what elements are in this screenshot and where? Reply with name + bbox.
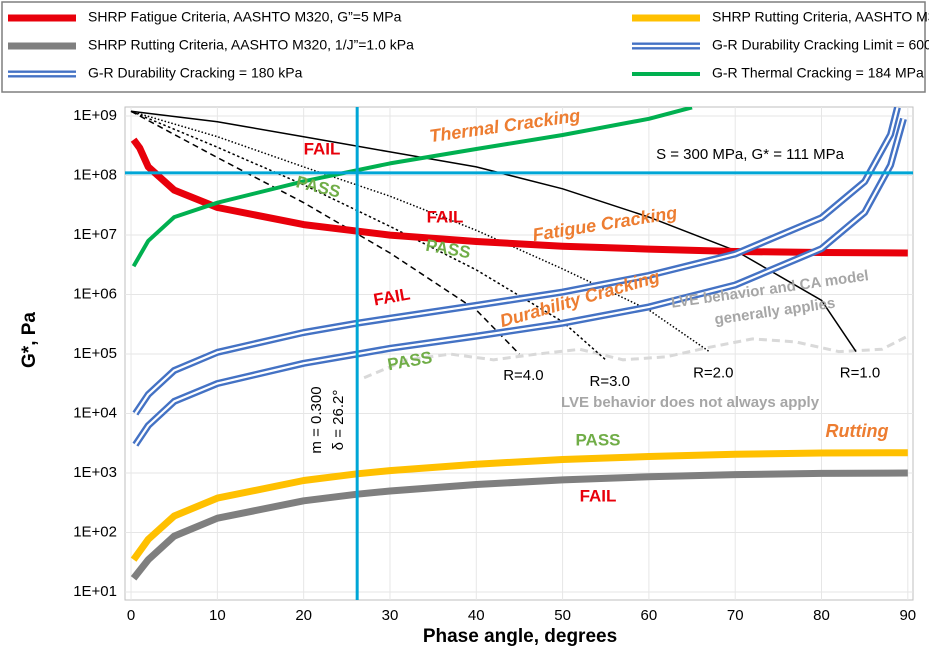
x-tick-label: 10 <box>209 607 226 624</box>
y-tick-label: 1E+05 <box>73 345 117 362</box>
x-tick-label: 40 <box>468 607 485 624</box>
y-tick-label: 1E+06 <box>73 286 117 303</box>
r-curve-label: R=3.0 <box>590 373 630 390</box>
annotation: S = 300 MPa, G* = 111 MPa <box>656 146 845 163</box>
y-tick-label: 1E+02 <box>73 524 117 541</box>
r-curve <box>130 110 857 353</box>
y-tick-label: 1E+09 <box>73 107 117 124</box>
x-tick-label: 80 <box>813 607 830 624</box>
legend-label: SHRP Rutting Criteria, AASHTO M320, 1/J”… <box>712 9 929 25</box>
legend-box <box>1 1 926 93</box>
legend-label: G-R Thermal Cracking = 184 MPa <box>712 65 924 81</box>
legend-label: G-R Durability Cracking Limit = 600 kPa <box>712 37 929 53</box>
r-curve-label: R=1.0 <box>840 365 880 382</box>
y-tick-label: 1E+03 <box>73 464 117 481</box>
r-curve-label: R=2.0 <box>693 365 733 382</box>
annotation: FAIL <box>427 207 464 226</box>
series-line <box>130 469 908 581</box>
annotation: FAIL <box>580 486 617 505</box>
series-line-core <box>134 118 905 446</box>
legend-label: SHRP Fatigue Criteria, AASHTO M320, G”=5… <box>88 9 402 25</box>
x-tick-label: 90 <box>899 607 916 624</box>
lve-boundary <box>363 334 909 380</box>
x-axis-title: Phase angle, degrees <box>423 626 617 647</box>
annotation: δ = 26.2° <box>330 390 347 451</box>
annotation: LVE behavior does not always apply <box>561 394 820 411</box>
x-tick-label: 60 <box>641 607 658 624</box>
y-tick-label: 1E+08 <box>73 167 117 184</box>
y-axis-title: G*, Pa <box>19 312 40 368</box>
annotation: PASS <box>575 430 620 449</box>
annotation: Rutting <box>826 421 889 441</box>
annotation: FAIL <box>304 139 341 158</box>
r-curve-label: R=4.0 <box>503 367 543 384</box>
x-tick-label: 0 <box>127 607 135 624</box>
r-curve <box>130 110 710 353</box>
x-tick-label: 30 <box>382 607 399 624</box>
legend-label: G-R Durability Cracking = 180 kPa <box>88 65 303 81</box>
plot-area <box>124 106 914 601</box>
grid <box>125 107 913 600</box>
annotation: m = 0.300 <box>308 386 325 453</box>
series-line <box>130 449 908 562</box>
y-tick-label: 1E+07 <box>73 226 117 243</box>
y-tick-label: 1E+01 <box>73 583 117 600</box>
x-tick-label: 50 <box>554 607 571 624</box>
x-tick-label: 20 <box>295 607 312 624</box>
y-tick-label: 1E+04 <box>73 405 117 422</box>
x-tick-label: 70 <box>727 607 744 624</box>
plot <box>125 107 913 600</box>
series-line-core <box>134 107 899 415</box>
legend-label: SHRP Rutting Criteria, AASHTO M320, 1/J”… <box>88 37 414 53</box>
